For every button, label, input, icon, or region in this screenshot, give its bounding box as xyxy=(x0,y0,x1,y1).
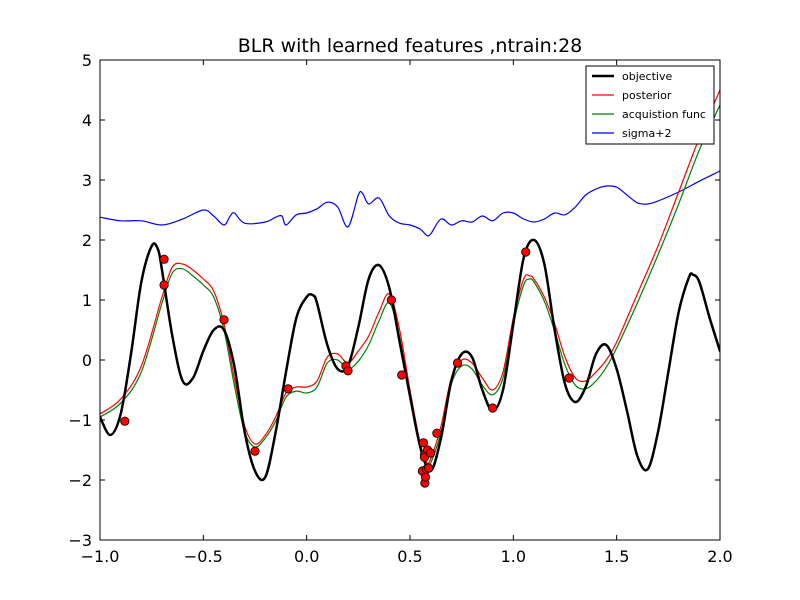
y-tick-label: 5 xyxy=(82,51,92,70)
training-point xyxy=(397,370,407,380)
series-objective-line xyxy=(100,238,720,482)
x-tick-label: −1.0 xyxy=(81,547,120,566)
x-tick-label: 0.5 xyxy=(397,547,422,566)
training-point xyxy=(120,416,130,426)
x-tick-label: 1.5 xyxy=(604,547,629,566)
training-point xyxy=(418,438,429,448)
chart-title: BLR with learned features ,ntrain:28 xyxy=(238,35,583,57)
training-point xyxy=(452,358,463,368)
training-point xyxy=(250,446,260,456)
y-tick-label: 1 xyxy=(82,291,92,310)
y-tick-label: 0 xyxy=(82,351,92,370)
training-point xyxy=(159,254,169,264)
x-tick-label: 1.0 xyxy=(501,547,526,566)
legend-box xyxy=(585,65,715,145)
legend: objective posterior acquistion func sigma+2 xyxy=(585,65,715,145)
y-tick-label: −2 xyxy=(68,471,92,490)
training-point xyxy=(564,373,574,383)
legend-label: posterior xyxy=(622,89,672,102)
training-point xyxy=(420,472,431,482)
training-point xyxy=(521,247,531,257)
y-tick-label: 2 xyxy=(82,231,92,250)
training-point xyxy=(283,384,293,394)
training-point xyxy=(219,315,229,325)
legend-label: acquistion func xyxy=(622,108,706,121)
training-point xyxy=(159,280,169,290)
training-point xyxy=(423,463,434,473)
x-tick-label: 0.0 xyxy=(294,547,319,566)
legend-label: objective xyxy=(622,70,672,83)
training-point xyxy=(426,448,436,458)
training-points xyxy=(120,247,574,488)
y-tick-label: −3 xyxy=(68,531,92,550)
y-tick-label: −1 xyxy=(68,411,92,430)
legend-label: sigma+2 xyxy=(622,127,671,140)
series-sigma-2-line xyxy=(100,170,720,237)
training-point xyxy=(343,366,353,376)
training-point xyxy=(432,428,442,438)
axis-ticks: −1.0 −0.5 0.0 0.5 1.0 1.5 2.0 −3 −2 −1 0 1 2 3 4 5 xyxy=(68,51,732,566)
training-point xyxy=(488,403,498,413)
x-tick-label: 2.0 xyxy=(707,547,732,566)
y-tick-label: 3 xyxy=(82,171,92,190)
y-tick-label: 4 xyxy=(82,111,92,130)
training-point xyxy=(386,295,396,305)
x-tick-label: −0.5 xyxy=(184,547,223,566)
